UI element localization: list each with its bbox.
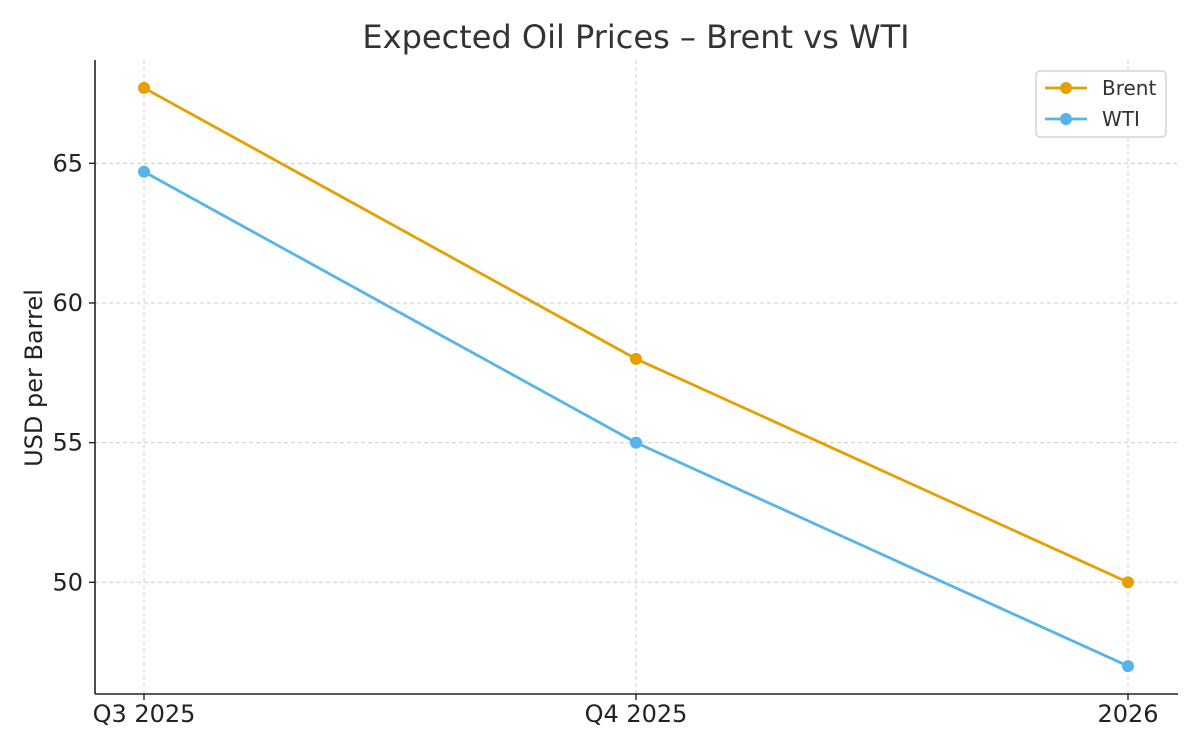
brent-data-point — [630, 352, 642, 365]
wti-data-point — [138, 165, 150, 178]
y-tick-label: 55 — [52, 429, 83, 457]
y-axis-label: USD per Barrel — [20, 289, 48, 467]
grid — [95, 60, 1178, 694]
series — [138, 81, 1134, 673]
legend-label-wti: WTI — [1102, 107, 1140, 131]
legend-label-brent: Brent — [1102, 76, 1156, 100]
x-tick-label: Q4 2025 — [585, 700, 688, 728]
y-tick-label: 60 — [52, 289, 83, 317]
brent-data-point — [1122, 576, 1134, 589]
brent-data-point — [138, 81, 150, 94]
axes: Q3 2025 Q4 2025 2026 50 55 60 65 — [52, 60, 1178, 728]
legend-marker-brent — [1060, 82, 1072, 94]
wti-data-point — [1122, 660, 1134, 673]
wti-data-point — [630, 436, 642, 449]
legend: Brent WTI — [1035, 70, 1167, 138]
x-tick-label: Q3 2025 — [93, 700, 196, 728]
y-tick-label: 65 — [52, 149, 83, 177]
legend-marker-wti — [1060, 113, 1072, 125]
chart-title: Expected Oil Prices – Brent vs WTI — [362, 18, 909, 56]
x-tick-label: 2026 — [1097, 700, 1158, 728]
y-tick-label: 50 — [52, 568, 83, 596]
